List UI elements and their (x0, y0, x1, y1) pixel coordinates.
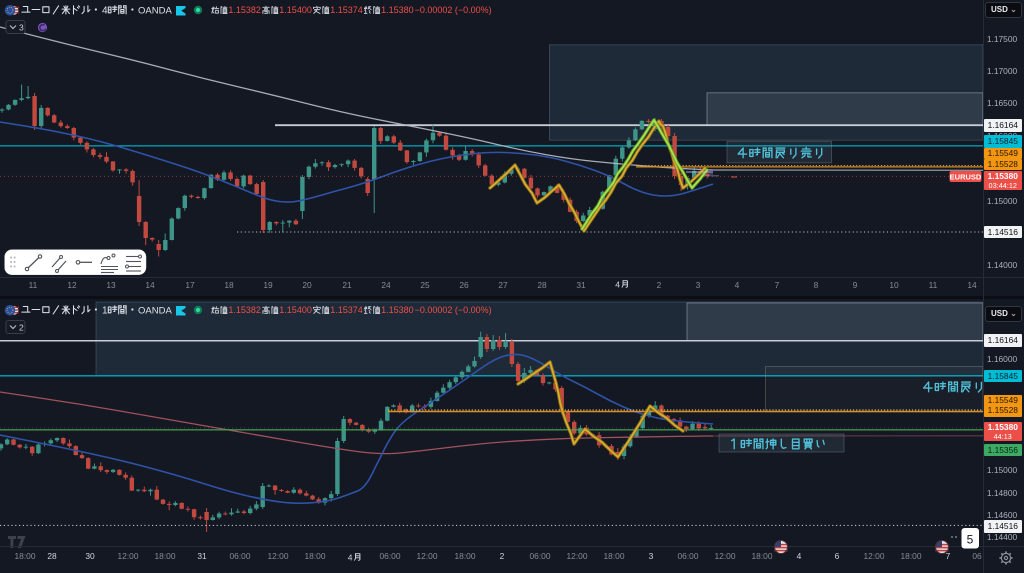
svg-text:−0.00002 (−0.00%): −0.00002 (−0.00%) (415, 5, 492, 15)
svg-text:1.15382: 1.15382 (228, 305, 261, 315)
svg-text:1.15374: 1.15374 (330, 5, 363, 15)
svg-text:4: 4 (102, 6, 108, 17)
svg-text:4: 4 (348, 553, 353, 563)
svg-text:1.15380: 1.15380 (381, 305, 414, 315)
svg-text:1: 1 (102, 306, 108, 317)
svg-text:3: 3 (19, 23, 24, 33)
svg-text:1.15400: 1.15400 (279, 5, 312, 15)
svg-text:5: 5 (967, 533, 974, 547)
svg-text:2: 2 (19, 323, 24, 333)
svg-text:1.15400: 1.15400 (279, 305, 312, 315)
svg-text:1.15380: 1.15380 (381, 5, 414, 15)
svg-text:1.15382: 1.15382 (228, 5, 261, 15)
svg-text:1.15374: 1.15374 (330, 305, 363, 315)
svg-text:OANDA: OANDA (138, 306, 172, 317)
svg-text:EURUSD: EURUSD (950, 172, 982, 181)
svg-text:OANDA: OANDA (138, 6, 172, 17)
svg-text:4: 4 (615, 280, 620, 290)
svg-text:−0.00002 (−0.00%): −0.00002 (−0.00%) (415, 305, 492, 315)
